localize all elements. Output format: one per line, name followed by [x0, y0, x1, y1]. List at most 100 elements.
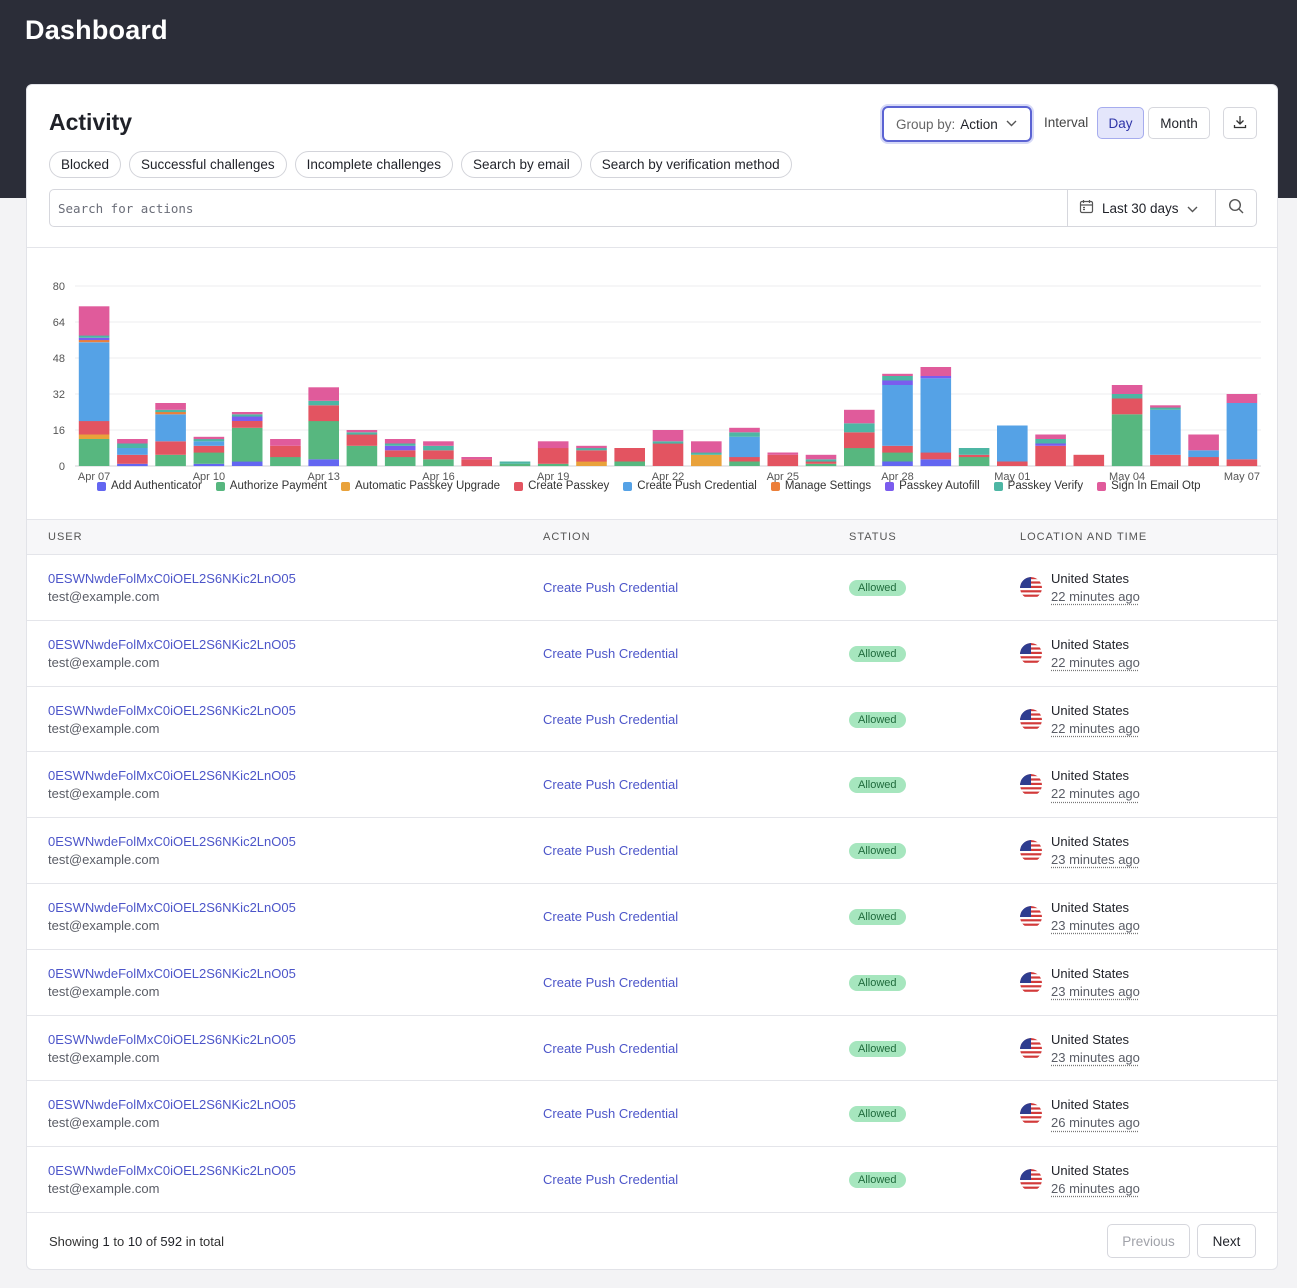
- bar-segment[interactable]: [767, 452, 799, 455]
- bar-segment[interactable]: [882, 452, 913, 462]
- bar-segment[interactable]: [805, 461, 837, 464]
- bar-segment[interactable]: [1111, 398, 1143, 415]
- bar-segment[interactable]: [193, 463, 225, 467]
- bar-segment[interactable]: [155, 403, 186, 410]
- legend-item[interactable]: Sign In Email Otp: [1097, 480, 1201, 492]
- bar-segment[interactable]: [78, 337, 110, 341]
- bar-segment[interactable]: [117, 443, 148, 449]
- table-row[interactable]: 0ESWNwdeFolMxC0iOEL2S6NKic2LnO05 test@exa…: [27, 752, 1277, 819]
- bar-segment[interactable]: [346, 432, 378, 435]
- bar-segment[interactable]: [499, 463, 531, 467]
- location-time[interactable]: 23 minutes ago: [1051, 852, 1140, 868]
- user-id-link[interactable]: 0ESWNwdeFolMxC0iOEL2S6NKic2LnO05: [48, 965, 296, 981]
- bar-segment[interactable]: [729, 427, 760, 433]
- table-row[interactable]: 0ESWNwdeFolMxC0iOEL2S6NKic2LnO05 test@exa…: [27, 1081, 1277, 1148]
- bar-segment[interactable]: [882, 385, 913, 446]
- bar-segment[interactable]: [1111, 394, 1143, 399]
- bar-segment[interactable]: [537, 448, 569, 464]
- bar-segment[interactable]: [270, 439, 301, 446]
- bar-segment[interactable]: [384, 443, 416, 446]
- bar-segment[interactable]: [308, 400, 339, 406]
- bar-segment[interactable]: [691, 454, 722, 467]
- bar-segment[interactable]: [920, 367, 952, 376]
- bar-segment[interactable]: [117, 454, 148, 464]
- bar-segment[interactable]: [1188, 450, 1219, 458]
- bar-segment[interactable]: [805, 459, 837, 462]
- bar-segment[interactable]: [270, 445, 301, 458]
- location-time[interactable]: 22 minutes ago: [1051, 720, 1140, 736]
- bar-segment[interactable]: [997, 425, 1028, 462]
- interval-month-button[interactable]: Month: [1148, 107, 1210, 139]
- bar-segment[interactable]: [155, 441, 186, 455]
- location-time[interactable]: 22 minutes ago: [1051, 589, 1140, 604]
- location-time[interactable]: 22 minutes ago: [1051, 654, 1140, 670]
- bar-segment[interactable]: [958, 448, 990, 455]
- bar-segment[interactable]: [384, 457, 416, 466]
- bar-segment[interactable]: [78, 306, 110, 336]
- date-range-select[interactable]: Last 30 days: [1067, 190, 1215, 226]
- table-row[interactable]: 0ESWNwdeFolMxC0iOEL2S6NKic2LnO05 test@exa…: [27, 1016, 1277, 1082]
- bar-segment[interactable]: [882, 380, 913, 386]
- filter-chip-blocked[interactable]: Blocked: [49, 151, 122, 178]
- bar-segment[interactable]: [729, 432, 760, 437]
- bar-segment[interactable]: [308, 387, 339, 401]
- bar-segment[interactable]: [231, 414, 263, 417]
- user-id-link[interactable]: 0ESWNwdeFolMxC0iOEL2S6NKic2LnO05: [48, 636, 296, 652]
- action-link[interactable]: Create Push Credential: [543, 1040, 679, 1056]
- user-id-link[interactable]: 0ESWNwdeFolMxC0iOEL2S6NKic2LnO05: [48, 834, 296, 850]
- bar-segment[interactable]: [78, 340, 110, 343]
- action-link[interactable]: Create Push Credential: [543, 908, 679, 924]
- bar-segment[interactable]: [423, 459, 454, 467]
- bar-segment[interactable]: [346, 430, 378, 433]
- bar-segment[interactable]: [231, 427, 263, 462]
- bar-segment[interactable]: [461, 459, 492, 467]
- bar-segment[interactable]: [997, 461, 1028, 467]
- bar-segment[interactable]: [652, 430, 684, 442]
- location-time[interactable]: 23 minutes ago: [1051, 917, 1140, 933]
- bar-segment[interactable]: [384, 445, 416, 451]
- bar-segment[interactable]: [576, 448, 607, 451]
- bar-segment[interactable]: [1226, 459, 1258, 467]
- bar-segment[interactable]: [1150, 454, 1181, 467]
- group-by-select[interactable]: Group by: Action: [882, 106, 1032, 142]
- user-id-link[interactable]: 0ESWNwdeFolMxC0iOEL2S6NKic2LnO05: [48, 571, 296, 586]
- legend-item[interactable]: Create Passkey: [514, 480, 609, 492]
- bar-segment[interactable]: [308, 421, 339, 460]
- location-time[interactable]: 23 minutes ago: [1051, 983, 1140, 999]
- bar-segment[interactable]: [78, 439, 110, 466]
- bar-segment[interactable]: [499, 461, 531, 464]
- user-id-link[interactable]: 0ESWNwdeFolMxC0iOEL2S6NKic2LnO05: [48, 702, 296, 718]
- bar-segment[interactable]: [461, 457, 492, 460]
- action-link[interactable]: Create Push Credential: [543, 580, 679, 595]
- bar-segment[interactable]: [384, 439, 416, 444]
- bar-segment[interactable]: [270, 457, 301, 466]
- bar-segment[interactable]: [652, 443, 684, 467]
- user-id-link[interactable]: 0ESWNwdeFolMxC0iOEL2S6NKic2LnO05: [48, 899, 296, 915]
- bar-segment[interactable]: [193, 452, 225, 464]
- filter-chip-email[interactable]: Search by email: [460, 151, 582, 178]
- legend-item[interactable]: Manage Settings: [770, 480, 871, 492]
- bar-segment[interactable]: [576, 445, 607, 449]
- bar-segment[interactable]: [844, 448, 875, 466]
- action-link[interactable]: Create Push Credential: [543, 843, 679, 859]
- location-time[interactable]: 26 minutes ago: [1051, 1115, 1140, 1131]
- user-id-link[interactable]: 0ESWNwdeFolMxC0iOEL2S6NKic2LnO05: [48, 768, 296, 784]
- bar-segment[interactable]: [78, 342, 110, 422]
- filter-chip-successful[interactable]: Successful challenges: [129, 151, 287, 178]
- action-link[interactable]: Create Push Credential: [543, 777, 679, 793]
- legend-item[interactable]: Add Authenticator: [97, 480, 202, 492]
- bar-segment[interactable]: [1188, 434, 1219, 451]
- table-row[interactable]: 0ESWNwdeFolMxC0iOEL2S6NKic2LnO05 test@exa…: [27, 687, 1277, 753]
- bar-segment[interactable]: [652, 441, 684, 444]
- user-id-link[interactable]: 0ESWNwdeFolMxC0iOEL2S6NKic2LnO05: [48, 1097, 296, 1113]
- bar-segment[interactable]: [423, 450, 454, 460]
- bar-segment[interactable]: [882, 445, 913, 453]
- bar-segment[interactable]: [844, 409, 875, 424]
- action-link[interactable]: Create Push Credential: [543, 1172, 679, 1188]
- legend-item[interactable]: Authorize Payment: [215, 480, 327, 492]
- search-button[interactable]: [1215, 190, 1256, 226]
- bar-segment[interactable]: [308, 459, 339, 467]
- table-row[interactable]: 0ESWNwdeFolMxC0iOEL2S6NKic2LnO05 test@exa…: [27, 818, 1277, 884]
- bar-segment[interactable]: [805, 463, 837, 467]
- bar-segment[interactable]: [1035, 439, 1066, 444]
